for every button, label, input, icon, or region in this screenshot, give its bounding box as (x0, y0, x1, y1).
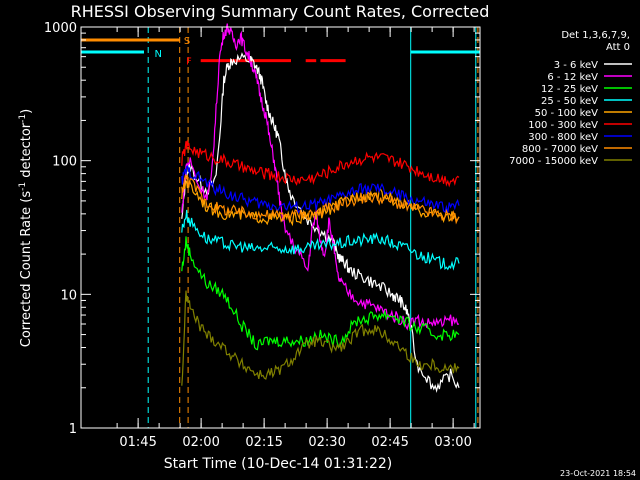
timestamp: 23-Oct-2021 18:54 (560, 469, 636, 478)
legend-header-0: Det 1,3,6,7,9, (561, 30, 630, 41)
legend-label-7: 800 - 7000 keV (522, 144, 598, 155)
legend-label-6: 300 - 800 keV (528, 132, 598, 143)
flag-label-1: N (155, 49, 162, 60)
series-line-8 (181, 290, 460, 386)
series-line-6 (181, 165, 460, 215)
x-tick-label: 01:45 (119, 435, 156, 450)
legend-label-1: 6 - 12 keV (547, 72, 598, 83)
legend-label-8: 7000 - 15000 keV (509, 156, 598, 167)
plot-frame (80, 26, 481, 429)
legend-label-3: 25 - 50 keV (541, 96, 598, 107)
series-line-4 (181, 180, 460, 227)
flag-label-0: S (184, 36, 190, 47)
legend-label-0: 3 - 6 keV (554, 60, 598, 71)
x-tick-label: 02:30 (308, 435, 345, 450)
plot-area: S N F (80, 23, 480, 428)
legend-header-1: Att 0 (606, 42, 630, 53)
x-tick-label: 02:45 (371, 435, 408, 450)
legend-label-2: 12 - 25 keV (541, 84, 598, 95)
series-line-7 (181, 174, 460, 225)
chart-title: RHESSI Observing Summary Count Rates, Co… (71, 2, 490, 21)
x-axis-label: Start Time (10-Dec-14 01:31:22) (164, 456, 392, 472)
series-line-5 (181, 140, 460, 188)
axes: 1 10 100 1000 01:45 02:00 02:15 02:30 02:45 03:00 (44, 21, 481, 450)
x-tick-label: 02:15 (245, 435, 282, 450)
y-tick-label: 1 (69, 422, 77, 437)
x-tick-label: 03:00 (434, 435, 471, 450)
y-tick-label: 1000 (44, 21, 77, 36)
y-tick-label: 10 (60, 288, 77, 303)
series-line-3 (181, 209, 460, 271)
series-line-1 (181, 23, 460, 331)
legend-label-5: 100 - 300 keV (528, 120, 598, 131)
y-tick-label: 100 (52, 155, 77, 170)
flag-label-2: F (186, 57, 192, 68)
x-tick-label: 02:00 (182, 435, 219, 450)
y-axis-label: Corrected Count Rate (s-1 detector-1) (18, 109, 34, 347)
legend-label-4: 50 - 100 keV (535, 108, 599, 119)
